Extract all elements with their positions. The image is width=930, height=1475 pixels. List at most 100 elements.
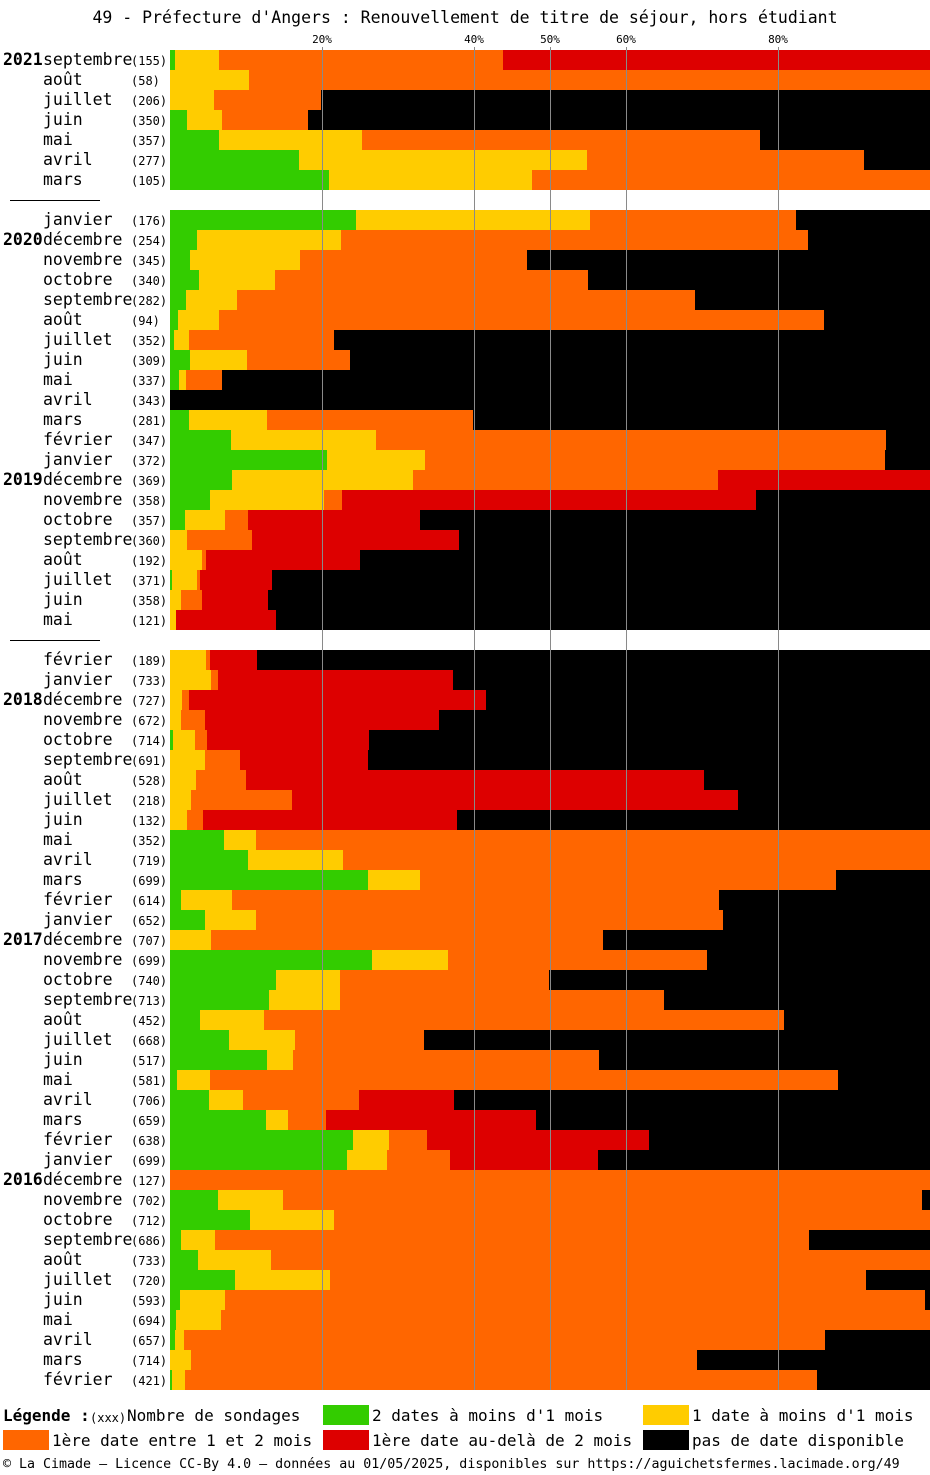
chart-title: 49 - Préfecture d'Angers : Renouvellemen… [92, 8, 838, 27]
legend-swatch-first-date-1-2-months [3, 1430, 49, 1450]
bar-2020-decembre-one-date [197, 230, 341, 250]
bar-2021-mai-two-dates [170, 130, 219, 150]
bar-2020-decembre-no-date [808, 230, 930, 250]
bar-2019-mai-one-date [170, 610, 176, 630]
bar-2017-novembre-first-date-1-2-months [448, 950, 707, 970]
bar-row-2016-aout: août (733) [0, 1250, 930, 1270]
bar-row-2019-septembre: septembre (360) [0, 530, 930, 550]
bar-2016-octobre-first-date-1-2-months [334, 1210, 930, 1230]
bar-2017-aout-first-date-1-2-months [264, 1010, 784, 1030]
bar-row-2017-septembre: septembre (713) [0, 990, 930, 1010]
bar-2018-septembre-one-date [170, 750, 205, 770]
sample-count: (581) [131, 1074, 168, 1088]
bar-2021-mai-one-date [219, 130, 362, 150]
sample-count: (614) [131, 894, 168, 908]
month-label: juin [43, 350, 83, 369]
bar-2016-mai-first-date-1-2-months [221, 1310, 930, 1330]
legend-swatch-two-dates [323, 1405, 369, 1425]
bar-2018-mars-two-dates [170, 870, 368, 890]
bar-2017-avril-first-date-over-2-months [359, 1090, 454, 1110]
bar-row-2016-mars: mars (714) [0, 1350, 930, 1370]
bar-2018-janvier-one-date [205, 910, 256, 930]
bar-2020-novembre-one-date [190, 250, 300, 270]
month-label: février [43, 1130, 113, 1149]
bar-2018-mars-first-date-1-2-months [420, 870, 836, 890]
bar-2021-juillet-one-date [170, 90, 214, 110]
bar-2016-fevrier-two-dates [170, 1370, 172, 1390]
bar-2018-octobre-first-date-over-2-months [207, 730, 369, 750]
bar-2018-septembre-no-date [368, 750, 930, 770]
bar-2021-janvier-no-date [796, 210, 930, 230]
month-label: septembre [43, 990, 133, 1009]
month-label: août [43, 550, 83, 569]
month-label: janvier [43, 910, 113, 929]
bar-2019-juillet-first-date-over-2-months [200, 570, 272, 590]
bar-row-2020-octobre: octobre (340) [0, 270, 930, 290]
bar-2019-novembre-one-date [210, 490, 324, 510]
legend-label-first-date-over-2-months: 1ère date au-delà de 2 mois [372, 1431, 633, 1450]
sample-count: (282) [131, 294, 168, 308]
bar-2020-janvier-first-date-1-2-months [425, 450, 885, 470]
bar-2017-octobre-one-date [276, 970, 340, 990]
bar-2019-decembre-two-dates [170, 470, 232, 490]
bar-2019-novembre-two-dates [170, 490, 210, 510]
bar-2016-avril-two-dates [170, 1330, 175, 1350]
bar-2020-juillet-first-date-1-2-months [189, 330, 334, 350]
bar-2018-mai-two-dates [170, 830, 224, 850]
month-label: février [43, 430, 113, 449]
month-label: avril [43, 1090, 93, 1109]
bar-2020-janvier-no-date [885, 450, 930, 470]
bar-2021-juillet-first-date-1-2-months [214, 90, 321, 110]
bar-2018-octobre-two-dates [170, 730, 173, 750]
bar-row-2016-septembre: septembre (686) [0, 1230, 930, 1250]
month-label: octobre [43, 1210, 113, 1229]
bar-row-2017-fevrier: février (638) [0, 1130, 930, 1150]
bar-2021-mars-one-date [329, 170, 532, 190]
sample-count: (360) [131, 534, 168, 548]
sample-count: (192) [131, 554, 168, 568]
bar-row-2018-avril: avril (719) [0, 850, 930, 870]
bar-2016-avril-first-date-1-2-months [184, 1330, 825, 1350]
bar-2019-octobre-two-dates [170, 510, 185, 530]
sample-count: (357) [131, 134, 168, 148]
bar-2017-janvier-first-date-over-2-months [450, 1150, 598, 1170]
bar-2017-avril-first-date-1-2-months [243, 1090, 359, 1110]
bar-2017-juin-no-date [599, 1050, 930, 1070]
bar-2019-juillet-no-date [272, 570, 930, 590]
sample-count: (668) [131, 1034, 168, 1048]
bar-2018-avril-one-date [248, 850, 343, 870]
month-label: juillet [43, 90, 113, 109]
bar-row-2021-juin: juin (350) [0, 110, 930, 130]
bar-2020-juillet-one-date [174, 330, 189, 350]
bar-2019-janvier-one-date [170, 670, 211, 690]
bar-2016-novembre-two-dates [170, 1190, 218, 1210]
tick-label-40: 40% [464, 33, 484, 46]
bar-2019-juillet-two-dates [170, 570, 172, 590]
month-label: décembre [43, 470, 123, 489]
bar-row-2020-mai: mai (337) [0, 370, 930, 390]
bar-2017-septembre-first-date-1-2-months [340, 990, 664, 1010]
bar-2020-septembre-two-dates [170, 290, 186, 310]
bar-row-2020-juillet: juillet (352) [0, 330, 930, 350]
month-label: octobre [43, 270, 113, 289]
bar-2017-septembre-two-dates [170, 990, 269, 1010]
bar-2020-novembre-two-dates [170, 250, 190, 270]
bar-2020-juin-first-date-1-2-months [247, 350, 350, 370]
bar-2020-octobre-first-date-1-2-months [275, 270, 588, 290]
bar-2019-janvier-no-date [453, 670, 930, 690]
bar-2016-avril-one-date [175, 1330, 184, 1350]
bar-2018-octobre-first-date-1-2-months [195, 730, 207, 750]
bar-2017-janvier-two-dates [170, 1150, 347, 1170]
bar-row-2017-avril: avril (706) [0, 1090, 930, 1110]
bar-row-2017-novembre: novembre (699) [0, 950, 930, 970]
sample-count: (421) [131, 1374, 168, 1388]
bar-2018-novembre-first-date-1-2-months [181, 710, 205, 730]
bar-2019-aout-no-date [360, 550, 930, 570]
bar-row-2019-mai: mai (121) [0, 610, 930, 630]
bar-2021-mars-first-date-1-2-months [532, 170, 930, 190]
sample-count: (733) [131, 1254, 168, 1268]
month-label: mars [43, 1350, 83, 1369]
bar-2021-juin-no-date [308, 110, 930, 130]
month-label: octobre [43, 730, 113, 749]
bar-row-2017-juin: juin (517) [0, 1050, 930, 1070]
